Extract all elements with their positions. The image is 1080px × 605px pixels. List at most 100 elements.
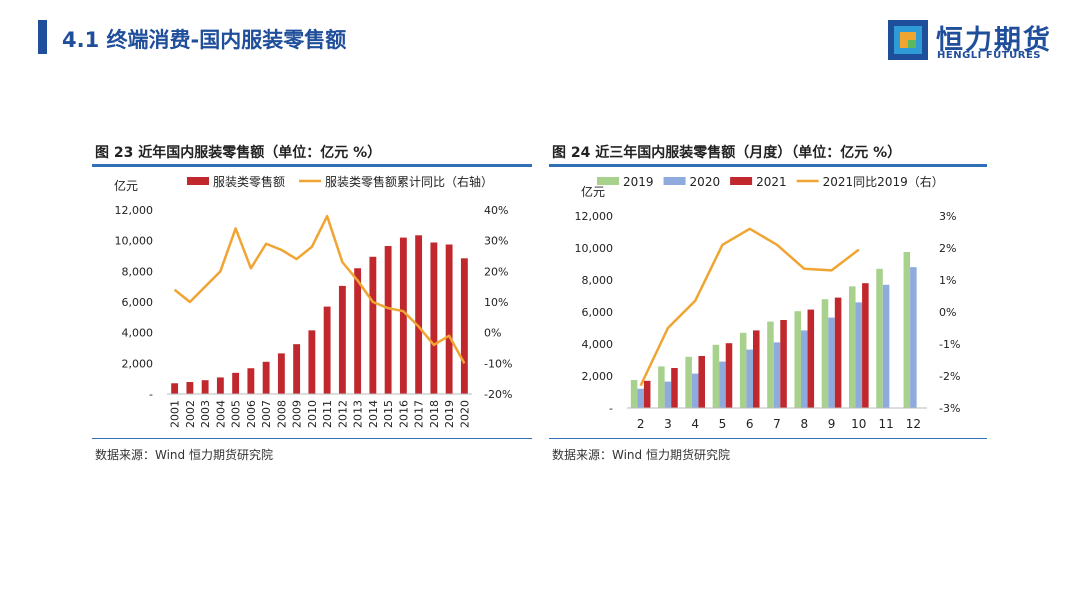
chart1-bar-服装类零售额-2020	[460, 258, 468, 394]
chart1-y-tick-label: 12,000	[115, 204, 154, 217]
chart2-bar-2021-2	[643, 380, 651, 408]
chart2-bar-2019-3	[658, 366, 665, 408]
chart2-y2-tick-label: 0%	[939, 306, 956, 319]
chart2-bar-2020-4	[691, 373, 699, 408]
chart2-bar-2019-2	[630, 380, 638, 408]
chart2-bar-2019-11	[876, 268, 883, 408]
chart2-y-tick-label: 8,000	[582, 274, 614, 287]
logo-text-en: HENGLI FUTURES	[937, 50, 1041, 61]
chart1-bar-服装类零售额-2013	[354, 268, 362, 394]
chart1-x-tick-label: 2015	[382, 400, 395, 428]
chart2-legend-label: 2021	[756, 175, 787, 189]
chart1-y-tick-label: 2,000	[122, 357, 154, 370]
chart2-line-2021同比2019（右）	[639, 227, 860, 387]
chart1-y-tick-label: 10,000	[115, 235, 154, 248]
chart2-bar-2020-6	[746, 349, 753, 408]
chart1-x-tick-label: 2006	[245, 400, 258, 428]
chart2-bar-2020-10	[855, 302, 863, 408]
chart1-bar-服装类零售额-2007	[262, 361, 270, 394]
figure1-bottom-rule	[92, 438, 532, 439]
figure2-bottom-rule	[549, 438, 987, 439]
chart1-y-unit-label: 亿元	[114, 178, 138, 193]
chart2-bar-2021-5	[725, 343, 733, 408]
chart1-bar-服装类零售额-2015	[384, 246, 392, 394]
chart2-x-tick-label: 9	[828, 417, 836, 431]
chart1-x-tick-label: 2009	[291, 400, 304, 428]
chart1-bar-服装类零售额-2002	[186, 382, 194, 394]
chart2-bar-2021-3	[671, 368, 678, 408]
chart2-x-tick-label: 6	[746, 417, 754, 431]
chart1-x-tick-label: 2020	[458, 400, 471, 428]
chart1-x-tick-label: 2007	[260, 400, 273, 428]
chart1-x-tick-label: 2008	[275, 400, 288, 428]
chart2-x-tick-label: 2	[637, 417, 645, 431]
logo-icon	[888, 20, 928, 60]
figure2-source: 数据来源：Wind 恒力期货研究院	[552, 448, 730, 462]
chart1-bar-服装类零售额-2016	[399, 237, 407, 394]
chart1-bar-服装类零售额-2008	[277, 353, 285, 394]
chart1-legend-swatch-服装类零售额	[187, 177, 209, 185]
chart1-y-tick-label: 8,000	[122, 265, 154, 278]
chart2-y-tick-label: 2,000	[582, 370, 614, 383]
chart2-legend-label: 2019	[623, 175, 654, 189]
chart2-y-tick-label: 6,000	[582, 306, 614, 319]
chart2-legend-swatch-2021	[730, 177, 753, 185]
chart1-x-tick-label: 2011	[321, 400, 334, 428]
chart1-bar-服装类零售额-2010	[308, 330, 316, 394]
chart1-bar-服装类零售额-2019	[445, 244, 453, 394]
chart1-bar-服装类零售额-2006	[247, 368, 255, 394]
chart1-y2-tick-label: 40%	[484, 204, 508, 217]
chart2-x-tick-label: 4	[691, 417, 699, 431]
chart2-bar-2021-6	[753, 330, 760, 408]
chart1-x-tick-label: 2004	[214, 400, 227, 428]
chart2: 亿元 - 2,000 4,000 6,000 8,000 10,000 12,000 -3% -2…	[575, 174, 961, 431]
chart1-line-服装类零售额累计同比（右轴）	[173, 214, 466, 364]
chart2-y-tick-label: 12,000	[575, 210, 614, 223]
figure1-top-rule	[92, 164, 532, 167]
chart1-x-tick-label: 2012	[336, 400, 349, 428]
chart1-x-tick-label: 2013	[352, 400, 365, 428]
chart1: 亿元 - 2,000 4,000 6,000 8,000 10,000 12,000 -20% -…	[114, 174, 512, 428]
chart2-bar-2020-11	[882, 284, 890, 408]
figure1-source: 数据来源：Wind 恒力期货研究院	[95, 448, 273, 462]
chart2-legend-label: 2021同比2019（右）	[823, 174, 944, 189]
chart2-legend-swatch-2019	[597, 177, 619, 185]
chart2-bar-2019-10	[849, 286, 856, 408]
chart1-y-tick-label: 4,000	[122, 327, 154, 340]
chart1-y-tick-label: 6,000	[122, 296, 154, 309]
chart1-x-tick-label: 2010	[306, 400, 319, 428]
chart1-bar-服装类零售额-2011	[323, 306, 331, 394]
chart2-bar-2019-9	[821, 299, 829, 408]
chart1-x-tick-label: 2005	[230, 400, 243, 428]
chart2-bar-2021-10	[862, 283, 869, 408]
chart2-bar-2019-5	[712, 344, 720, 408]
chart2-bar-2021-4	[698, 356, 705, 408]
chart1-y2-tick-label: 20%	[484, 265, 508, 278]
chart2-x-tick-label: 10	[851, 417, 866, 431]
chart2-y-tick-label: 10,000	[575, 242, 614, 255]
chart2-bar-2021-9	[834, 297, 842, 408]
chart2-x-tick-label: 3	[664, 417, 672, 431]
chart1-x-tick-label: 2002	[184, 400, 197, 428]
chart1-bar-服装类零售额-2001	[171, 383, 179, 394]
chart2-bar-2020-7	[773, 342, 781, 408]
chart1-y2-tick-label: 0%	[484, 327, 501, 340]
chart2-y2-tick-label: -2%	[939, 370, 960, 383]
chart1-x-tick-label: 2001	[169, 400, 182, 428]
chart1-bar-服装类零售额-2003	[201, 380, 209, 394]
chart2-y-tick-label: -	[609, 402, 613, 415]
company-logo: 恒力期货 HENGLI FUTURES	[888, 20, 1058, 64]
chart2-bar-2019-12	[903, 252, 911, 408]
chart2-bar-2019-4	[685, 356, 692, 408]
chart1-x-tick-label: 2014	[367, 400, 380, 428]
chart1-bar-服装类零售额-2017	[415, 235, 423, 394]
figure1-title: 图 23 近年国内服装零售额（单位：亿元 %）	[95, 145, 382, 161]
chart2-x-tick-label: 8	[800, 417, 808, 431]
chart1-bar-服装类零售额-2014	[369, 256, 377, 394]
chart2-y2-tick-label: 1%	[939, 274, 956, 287]
chart1-x-tick-label: 2003	[199, 400, 212, 428]
chart2-x-tick-label: 11	[878, 417, 893, 431]
chart1-x-tick-label: 2016	[397, 400, 410, 428]
chart1-x-tick-label: 2017	[413, 400, 426, 428]
chart1-y-tick-label: -	[149, 388, 153, 401]
